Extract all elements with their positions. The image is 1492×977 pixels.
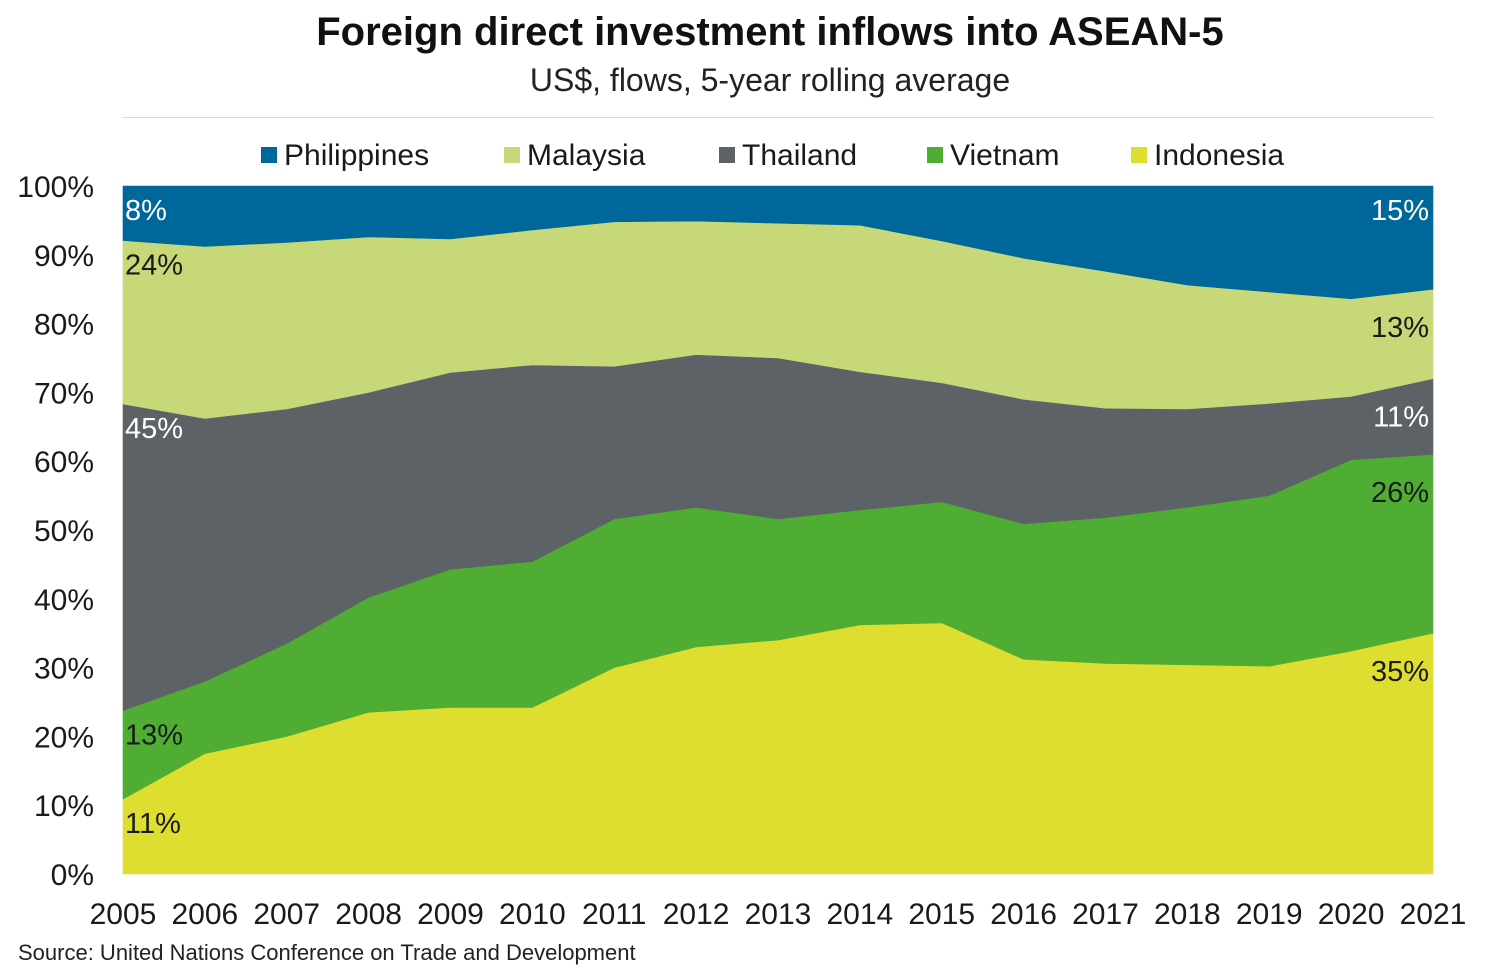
y-tick-label: 20%	[34, 721, 94, 754]
legend-label-philippines: Philippines	[284, 139, 429, 172]
x-tick-label: 2009	[417, 898, 484, 931]
legend-swatch-vietnam	[927, 147, 943, 163]
x-tick-label: 2016	[990, 898, 1057, 931]
area-label-vietnam-start: 13%	[125, 720, 183, 752]
y-tick-label: 100%	[17, 171, 94, 204]
x-tick-label: 2014	[827, 898, 894, 931]
area-label-indonesia-end: 35%	[1371, 656, 1429, 688]
chart-title: Foreign direct investment inflows into A…	[316, 10, 1224, 54]
x-tick-label: 2020	[1318, 898, 1385, 931]
x-tick-label: 2010	[499, 898, 566, 931]
area-label-thailand-start: 45%	[125, 413, 183, 445]
legend-swatch-indonesia	[1131, 147, 1147, 163]
title-divider	[122, 117, 1434, 118]
y-tick-label: 50%	[34, 515, 94, 548]
legend-label-thailand: Thailand	[742, 139, 857, 172]
x-tick-label: 2005	[90, 898, 157, 931]
area-label-philippines-start: 8%	[125, 195, 167, 227]
x-tick-label: 2018	[1154, 898, 1221, 931]
area-label-philippines-end: 15%	[1371, 195, 1429, 227]
x-tick-label: 2011	[582, 898, 647, 931]
x-tick-label: 2006	[172, 898, 239, 931]
x-tick-label: 2015	[908, 898, 975, 931]
y-tick-label: 40%	[34, 584, 94, 617]
area-label-thailand-end: 11%	[1373, 401, 1429, 433]
y-tick-label: 30%	[34, 653, 94, 686]
x-tick-label: 2017	[1072, 898, 1139, 931]
x-tick-label: 2008	[335, 898, 402, 931]
y-tick-label: 80%	[34, 309, 94, 342]
x-tick-label: 2012	[663, 898, 730, 931]
x-tick-label: 2021	[1400, 898, 1467, 931]
y-tick-label: 0%	[51, 859, 94, 892]
source-note: Source: United Nations Conference on Tra…	[18, 940, 636, 965]
legend-label-vietnam: Vietnam	[950, 139, 1060, 172]
area-labels-layer: 8% 24% 45% 13% 11% 15% 13% 11% 26% 35%	[125, 195, 1429, 840]
y-axis: 0% 10% 20% 30% 40% 50% 60% 70% 80% 90% 100%	[17, 171, 94, 892]
area-label-malaysia-end: 13%	[1371, 312, 1429, 344]
y-tick-label: 90%	[34, 240, 94, 273]
legend: Philippines Malaysia Thailand Vietnam Indone…	[261, 139, 1284, 172]
y-tick-label: 60%	[34, 446, 94, 479]
x-tick-label: 2007	[253, 898, 320, 931]
x-axis: 2005 2006 2007 2008 2009 2010 2011 2012 2013 2014…	[90, 898, 1467, 931]
x-tick-label: 2013	[745, 898, 812, 931]
x-tick-label: 2019	[1236, 898, 1303, 931]
y-tick-label: 70%	[34, 377, 94, 410]
legend-swatch-thailand	[719, 147, 735, 163]
legend-label-indonesia: Indonesia	[1154, 139, 1284, 172]
legend-label-malaysia: Malaysia	[527, 139, 646, 172]
areas-layer	[122, 185, 1434, 875]
area-label-indonesia-start: 11%	[125, 808, 181, 840]
y-tick-label: 10%	[34, 790, 94, 823]
chart-subtitle: US$, flows, 5-year rolling average	[529, 62, 1011, 98]
area-label-malaysia-start: 24%	[125, 250, 183, 282]
area-philippines	[122, 185, 1434, 300]
legend-swatch-malaysia	[504, 147, 520, 163]
area-label-vietnam-end: 26%	[1371, 477, 1429, 509]
legend-swatch-philippines	[261, 147, 277, 163]
